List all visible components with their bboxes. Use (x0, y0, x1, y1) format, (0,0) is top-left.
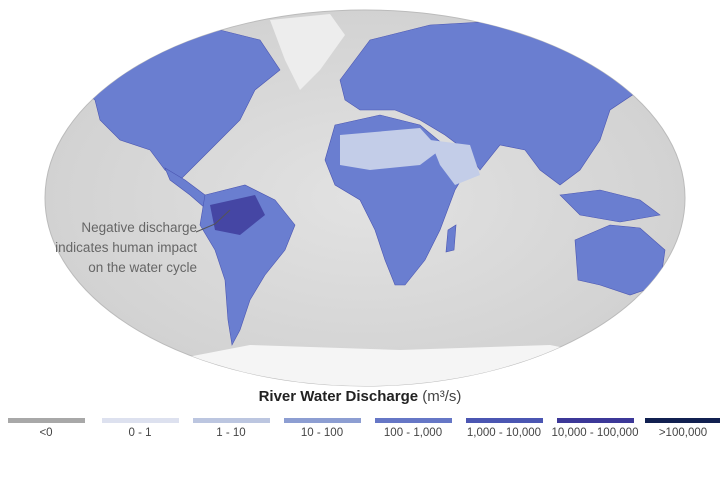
legend-label: 100 - 1,000 (383, 427, 443, 439)
madagascar (445, 224, 457, 253)
annotation-line-3: on the water cycle (88, 260, 197, 275)
annotation-line-2: indicates human impact (55, 240, 197, 255)
annotation: Negative discharge indicates human impac… (55, 218, 197, 278)
legend-swatch (645, 418, 720, 423)
southeast-asia-islands (559, 189, 661, 223)
legend-unit: (m³/s) (422, 388, 462, 405)
antarctica (100, 345, 650, 386)
legend-title-text: River Water Discharge (258, 388, 419, 405)
annotation-line-1: Negative discharge (81, 220, 197, 235)
legend-label: 1 - 10 (216, 427, 246, 439)
legend-label: <0 (39, 427, 53, 439)
legend-swatch (557, 418, 634, 423)
legend-swatch (375, 418, 452, 423)
greenland (270, 14, 345, 90)
legend-label: 10,000 - 100,000 (551, 427, 639, 439)
legend-swatch (466, 418, 543, 423)
legend-swatch (284, 418, 361, 423)
legend-label: >100,000 (658, 427, 708, 439)
legend-swatch (193, 418, 270, 423)
legend-label: 10 - 100 (300, 427, 344, 439)
legend-label: 1,000 - 10,000 (466, 427, 542, 439)
legend-swatch (102, 418, 179, 423)
legend-title: River Water Discharge (m³/s) (0, 388, 720, 405)
sahara (340, 128, 440, 170)
legend-swatch (8, 418, 85, 423)
amazon-basin (210, 195, 265, 235)
legend-label: 0 - 1 (128, 427, 152, 439)
annotation-leader-line (195, 209, 231, 233)
new-zealand (663, 284, 685, 311)
arabia (430, 140, 480, 185)
